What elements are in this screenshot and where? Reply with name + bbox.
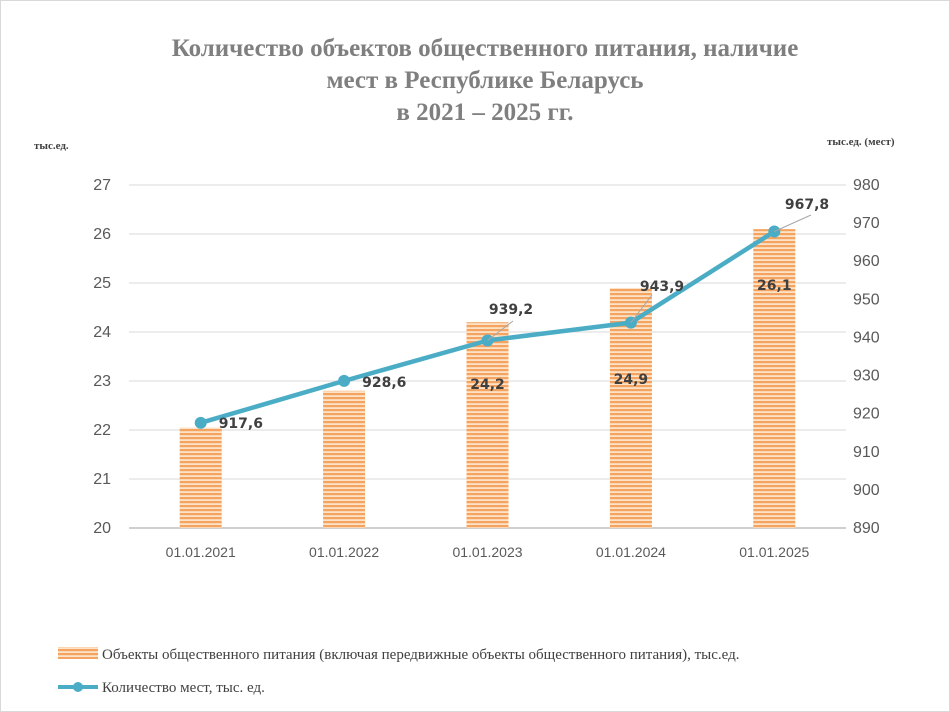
y-left-tick-label: 26: [93, 226, 111, 243]
line-data-label: 939,2: [489, 302, 533, 318]
data-labels: 24,2 24,9 26,1 917,6 928,6 939,2 943,9 967,8: [219, 197, 829, 432]
y-right-axis: 890 900 910 920 930 940 950 960 970 980: [853, 177, 880, 537]
data-label-leader: [630, 294, 653, 323]
x-tick-label: 01.01.2025: [739, 544, 809, 560]
line-point: [338, 374, 351, 387]
y-left-tick-label: 20: [93, 520, 111, 537]
bar-series: [179, 229, 796, 528]
y-right-tick-label: 920: [853, 406, 880, 423]
chart-title-line-1: Количество объектов общественного питани…: [172, 35, 799, 62]
y-left-tick-label: 24: [93, 324, 111, 341]
bar-data-label: 26,1: [757, 278, 792, 294]
line-data-label: 917,6: [219, 416, 263, 432]
y-right-tick-label: 930: [853, 368, 880, 385]
chart-title-line-2: мест в Республике Беларусь: [326, 67, 643, 94]
legend: Объекты общественного питания (включая п…: [58, 647, 740, 696]
x-tick-label: 01.01.2022: [309, 544, 379, 560]
legend-line-marker: [73, 682, 83, 692]
y-left-tick-label: 27: [93, 177, 111, 194]
bar: [753, 229, 796, 528]
x-tick-label: 01.01.2024: [596, 544, 666, 560]
y-left-tick-label: 25: [93, 275, 111, 292]
x-tick-label: 01.01.2023: [452, 544, 522, 560]
bar: [323, 390, 366, 528]
y-left-axis: 20 21 22 23 24 25 26 27: [93, 177, 111, 537]
y-right-tick-label: 980: [853, 177, 880, 194]
legend-bar-swatch: [58, 647, 98, 659]
chart-title-line-3: в 2021 – 2025 гг.: [396, 99, 573, 126]
data-label-leader: [774, 214, 812, 232]
y-right-tick-label: 890: [853, 520, 880, 537]
y-left-unit-label: тыс.ед.: [34, 140, 69, 152]
y-left-tick-label: 22: [93, 422, 111, 439]
y-left-tick-label: 23: [93, 373, 111, 390]
y-right-tick-label: 910: [853, 444, 880, 461]
legend-line-label: Количество мест, тыс. ед.: [102, 680, 265, 696]
bar: [179, 427, 222, 528]
legend-bar-label: Объекты общественного питания (включая п…: [102, 647, 740, 663]
bar: [466, 322, 509, 528]
line-data-label: 967,8: [785, 197, 829, 213]
bar-data-label: 24,2: [470, 377, 505, 393]
line-data-label: 943,9: [640, 279, 684, 295]
y-right-tick-label: 950: [853, 291, 880, 308]
y-right-tick-label: 960: [853, 253, 880, 270]
line-data-label: 928,6: [362, 375, 406, 391]
y-right-tick-label: 940: [853, 329, 880, 346]
y-left-tick-label: 21: [93, 471, 111, 488]
y-right-tick-label: 900: [853, 482, 880, 499]
x-tick-label: 01.01.2021: [166, 544, 236, 560]
x-axis: 01.01.2021 01.01.2022 01.01.2023 01.01.2024…: [166, 544, 810, 560]
bar-data-label: 24,9: [614, 372, 649, 388]
y-right-unit-label: тыс.ед. (мест): [827, 136, 895, 148]
y-right-tick-label: 970: [853, 215, 880, 232]
data-label-leader: [487, 320, 514, 341]
line-point: [194, 416, 207, 429]
chart-title: Количество объектов общественного питани…: [172, 35, 799, 126]
